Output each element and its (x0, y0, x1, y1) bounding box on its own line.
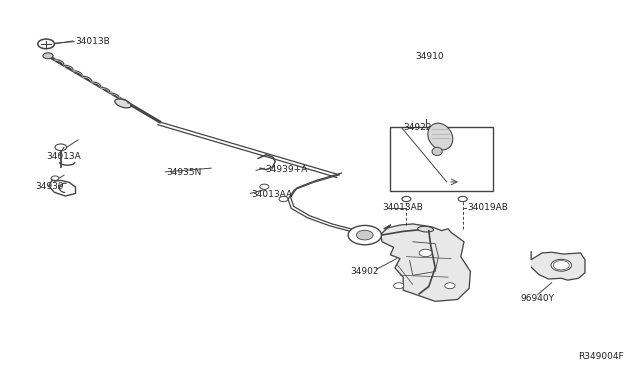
Text: 34019AB: 34019AB (467, 203, 508, 212)
Polygon shape (381, 224, 470, 301)
Text: 34013AB: 34013AB (383, 203, 424, 212)
Polygon shape (531, 251, 585, 280)
Circle shape (51, 176, 59, 180)
Circle shape (348, 225, 381, 245)
Bar (390, 127, 493, 191)
Circle shape (394, 283, 404, 289)
Circle shape (419, 249, 432, 257)
Circle shape (356, 230, 373, 240)
Circle shape (38, 39, 54, 49)
Circle shape (55, 144, 67, 151)
Ellipse shape (428, 123, 452, 150)
Text: 34910: 34910 (416, 52, 444, 61)
Text: 34939: 34939 (35, 182, 64, 190)
Text: 34902: 34902 (351, 267, 380, 276)
Circle shape (43, 53, 53, 59)
Circle shape (279, 196, 288, 202)
Text: 34939+A: 34939+A (266, 165, 308, 174)
Text: 34922: 34922 (403, 124, 431, 132)
Circle shape (402, 196, 411, 202)
Circle shape (260, 184, 269, 189)
Circle shape (551, 259, 572, 271)
Ellipse shape (432, 147, 442, 155)
Text: 34013AA: 34013AA (252, 190, 292, 199)
Circle shape (458, 196, 467, 202)
Text: 34935N: 34935N (166, 169, 202, 177)
Text: 96940Y: 96940Y (520, 294, 555, 303)
Ellipse shape (418, 226, 433, 232)
Circle shape (445, 283, 455, 289)
Text: 34013B: 34013B (76, 37, 110, 46)
Text: R349004F: R349004F (579, 352, 624, 361)
Text: 34013A: 34013A (46, 153, 81, 161)
Ellipse shape (115, 99, 131, 108)
